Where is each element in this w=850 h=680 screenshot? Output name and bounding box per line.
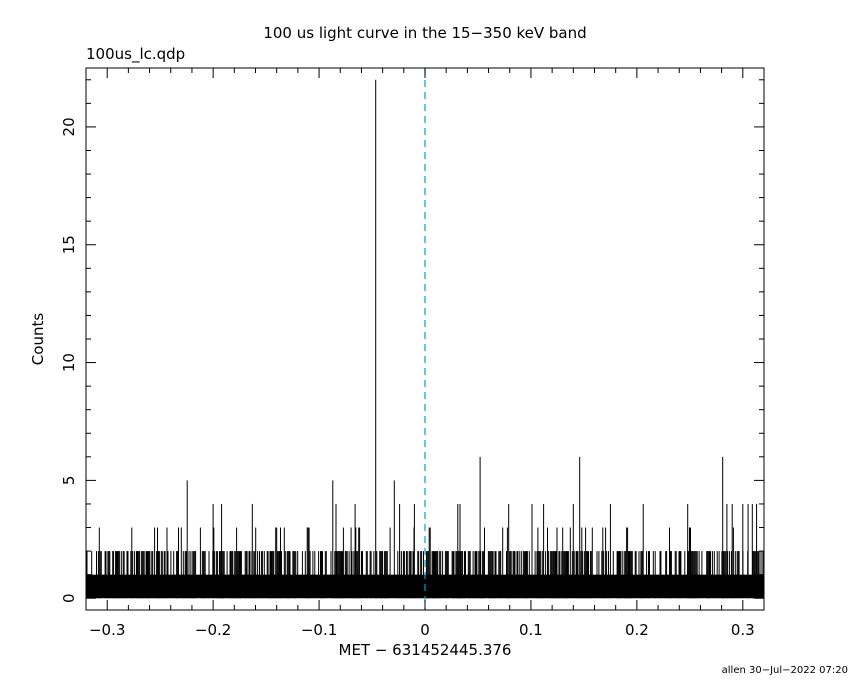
x-tick-label: 0 (420, 621, 430, 639)
footer-stamp: allen 30−Jul−2022 07:20 (722, 665, 848, 676)
chart-title: 100 us light curve in the 15−350 keV ban… (263, 24, 586, 42)
file-label: 100us_lc.qdp (86, 45, 185, 64)
x-tick-label: 0.2 (625, 621, 649, 639)
axes-layer: −0.3 −0.2 −0.1 0 0.1 0.2 0.3 0 5 10 15 20 (60, 67, 765, 639)
y-tick-label: 10 (60, 353, 78, 372)
x-axis-label: MET − 631452445.376 (339, 641, 512, 659)
bars-layer (86, 79, 765, 599)
y-tick-label: 15 (60, 235, 78, 254)
y-tick-label: 5 (60, 476, 78, 486)
y-tick-label: 0 (60, 593, 78, 603)
y-axis-label: Counts (29, 313, 47, 366)
y-tick-label: 20 (60, 117, 78, 136)
x-tick-label: 0.3 (731, 621, 755, 639)
x-tick-label: −0.3 (89, 621, 125, 639)
x-tick-label: 0.1 (519, 621, 543, 639)
x-tick-label: −0.1 (301, 621, 337, 639)
x-tick-label: −0.2 (195, 621, 231, 639)
